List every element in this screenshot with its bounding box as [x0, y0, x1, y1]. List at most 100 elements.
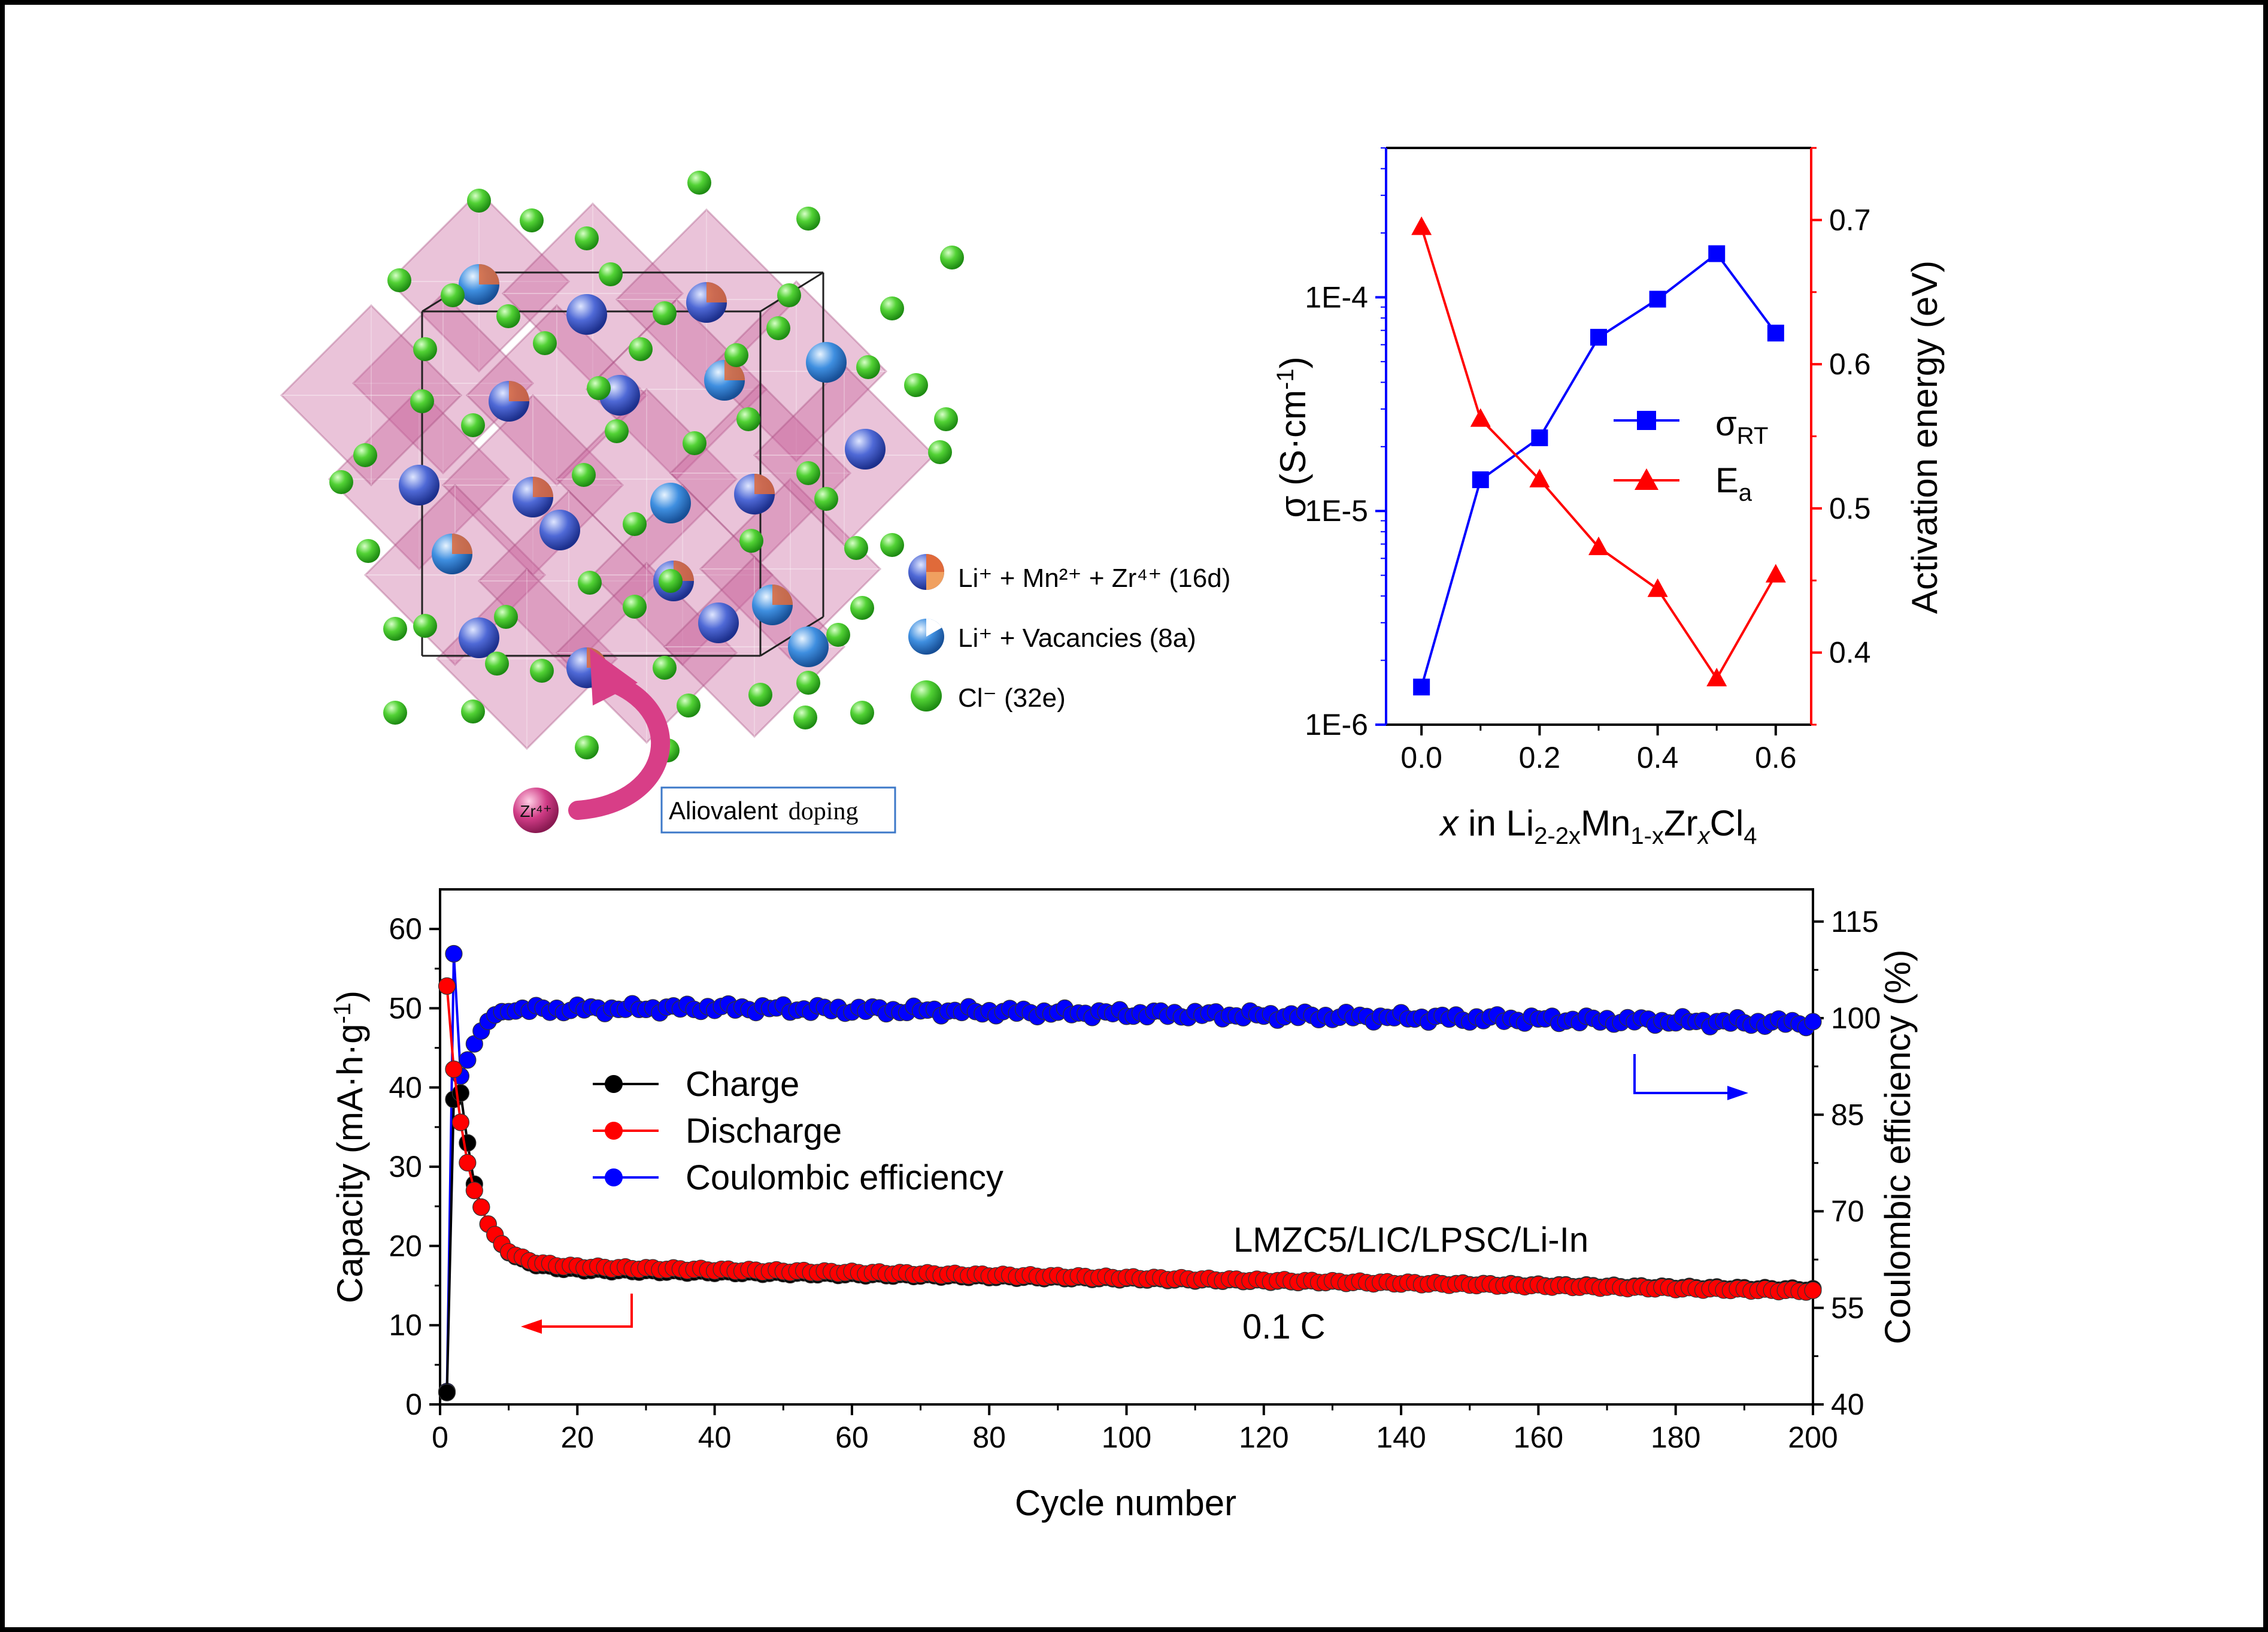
chloride-atom: [677, 694, 701, 717]
right-tick-label: 0.4: [1829, 636, 1871, 670]
data-point: [451, 1113, 469, 1131]
cation-atom: [845, 429, 886, 470]
chloride-atom: [572, 463, 596, 487]
data-point: [1804, 1281, 1822, 1300]
cation-atom: [806, 342, 847, 383]
svg-text:Ea: Ea: [1715, 461, 1752, 506]
chloride-atom: [748, 683, 772, 707]
chloride-atom: [413, 337, 437, 361]
y-tick-label: 30: [389, 1150, 422, 1183]
cation-atom: [650, 483, 691, 523]
x-tick-label: 120: [1239, 1421, 1288, 1454]
y-tick-label: 50: [389, 991, 422, 1025]
chloride-atom: [724, 343, 748, 367]
conductivity-x-label: x in Li2-2xMn1-xZrxCl4: [1438, 803, 1757, 849]
chloride-atom: [383, 617, 407, 641]
data-point-triangle: [1588, 536, 1609, 555]
conductivity-series: [1411, 216, 1786, 696]
chloride-atom: [623, 512, 647, 536]
x-tick-label: 180: [1651, 1421, 1700, 1454]
efficiency-ticks: 40 55 70 85 100 115: [1813, 905, 1881, 1421]
right-tick-label: 0.7: [1829, 203, 1871, 237]
doping-arrowhead: [590, 648, 638, 706]
chloride-atom: [461, 413, 485, 437]
chloride-atom: [329, 470, 353, 494]
x-tick-label: 100: [1102, 1421, 1151, 1454]
efficiency-y-label: Coulombic efficiency (%): [1878, 949, 1918, 1344]
chloride-atom: [520, 208, 544, 232]
y-tick-label: 0: [405, 1388, 422, 1421]
data-point-square: [1413, 679, 1430, 696]
cation-atom-fraction: [533, 477, 553, 497]
x-tick-label: 0: [432, 1421, 448, 1454]
x-tick-label: 0.2: [1519, 741, 1561, 774]
cation-atom: [566, 294, 607, 335]
chloride-atom: [766, 316, 790, 340]
chloride-atom: [796, 671, 820, 695]
right-tick-label: 55: [1831, 1291, 1864, 1325]
chloride-atom: [575, 735, 599, 759]
data-point: [438, 977, 456, 995]
y-tick-label: 40: [389, 1071, 422, 1104]
y-tick-label: 1E-4: [1305, 280, 1368, 314]
data-point: [465, 1182, 483, 1200]
conductivity-y-ticks: 1E-6 1E-5 1E-4: [1305, 147, 1386, 741]
svg-text:Aliovalent doping: Aliovalent doping: [669, 797, 858, 825]
x-tick-label: 60: [835, 1421, 869, 1454]
rate-annotation: 0.1 C: [1242, 1307, 1326, 1346]
chloride-atom: [575, 226, 599, 250]
chloride-atom: [605, 419, 629, 443]
legend-8a-label: Li⁺ + Vacancies (8a): [958, 623, 1196, 653]
cycling-x-label: Cycle number: [1015, 1483, 1236, 1523]
activation-energy-ticks: 0.4 0.5 0.6 0.7: [1811, 147, 1871, 726]
cation-atom-fraction: [452, 534, 472, 554]
left-axis-indicator-arrow: [521, 1294, 633, 1334]
legend-discharge-marker: [605, 1122, 623, 1140]
legend-square-marker: [1637, 411, 1656, 430]
y-tick-label: 20: [389, 1229, 422, 1262]
chloride-atom: [599, 262, 623, 286]
x-tick-label: 40: [698, 1421, 732, 1454]
aliovalent-doping-box: Aliovalent doping: [660, 786, 896, 834]
cation-atom-fraction: [772, 585, 793, 605]
legend-triangle-marker: [1635, 468, 1658, 490]
data-point-square: [1472, 471, 1489, 489]
conductivity-legend: σRT Ea: [1614, 404, 1768, 506]
series-line: [445, 986, 1814, 1294]
cation-atom-fraction: [479, 264, 499, 284]
chloride-atom: [629, 337, 653, 361]
svg-text:Coulombic efficiency: Coulombic efficiency: [686, 1158, 1003, 1197]
data-point-triangle: [1647, 578, 1668, 597]
chloride-sphere-icon: [911, 680, 942, 711]
right-tick-label: 85: [1831, 1098, 1864, 1131]
cation-atom: [399, 465, 439, 505]
data-point: [445, 1060, 463, 1078]
chloride-atom: [796, 207, 820, 231]
chloride-atom: [687, 171, 711, 195]
cycling-legend: Charge Discharge Coulombic efficiency: [593, 1065, 1003, 1197]
x-tick-label: 200: [1788, 1421, 1838, 1454]
chloride-atom: [739, 529, 763, 553]
chloride-atom: [461, 700, 485, 723]
data-point-square: [1708, 245, 1726, 262]
chloride-atom: [383, 701, 407, 725]
capacity-ticks: 0 10 20 30 40 50 60: [389, 912, 440, 1421]
conductivity-chart: 0.0 0.2 0.4 0.6 1E-6 1E-5 1E-4 0.4 0.5 0.6 0.7 σ…: [1272, 147, 1945, 849]
right-tick-label: 0.6: [1829, 347, 1871, 381]
legend-16d-label: Li⁺ + Mn²⁺ + Zr⁴⁺ (16d): [958, 564, 1230, 593]
x-tick-label: 80: [972, 1421, 1006, 1454]
chloride-atom: [587, 376, 611, 400]
cycling-chart: 0 20 40 60 80 100 120 140 160 180 200 0 10 20 30 40 50 6…: [329, 888, 1918, 1523]
octahedron: [753, 364, 936, 547]
chloride-atom: [683, 431, 707, 455]
legend-ce-marker: [605, 1168, 623, 1186]
cation-atom: [698, 602, 739, 643]
chloride-atom: [578, 571, 602, 595]
right-axis-indicator-arrow: [1633, 1054, 1748, 1100]
legend-charge-marker: [605, 1075, 623, 1093]
cell-config-annotation: LMZC5/LIC/LPSC/Li-In: [1233, 1221, 1588, 1259]
data-point: [472, 1198, 490, 1216]
data-point-triangle: [1470, 408, 1491, 427]
data-point-triangle: [1706, 667, 1727, 686]
octahedron: [465, 304, 648, 487]
